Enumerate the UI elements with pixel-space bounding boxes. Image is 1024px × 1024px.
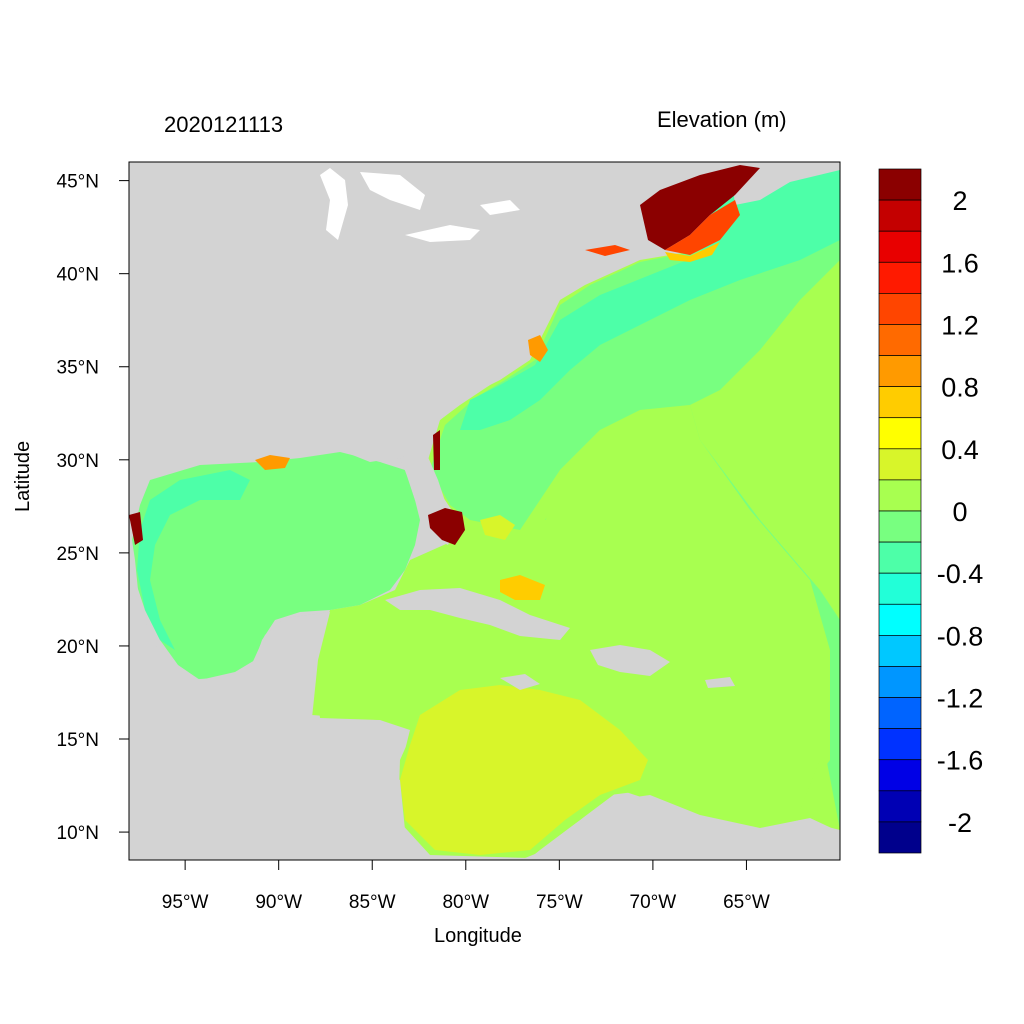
colorbar-swatch bbox=[878, 230, 922, 263]
colorbar-label: 0 bbox=[952, 497, 967, 527]
new-england-surge-mid bbox=[665, 200, 740, 255]
variable-label: Elevation (m) bbox=[657, 107, 787, 132]
colorbar-swatch bbox=[878, 355, 922, 387]
colorbar-swatch bbox=[878, 199, 922, 232]
gulf-of-mexico bbox=[132, 452, 420, 680]
y-tick-label: 15°N bbox=[57, 730, 99, 751]
y-tick-label: 20°N bbox=[57, 637, 99, 658]
x-tick-label: 75°W bbox=[536, 892, 583, 913]
y-axis-ticks: 10°N 15°N 20°N 25°N 30°N 35°N 40°N 45°N bbox=[57, 172, 129, 844]
colorbar-swatch bbox=[878, 448, 922, 481]
colorbar-swatch bbox=[878, 479, 922, 512]
y-tick-label: 40°N bbox=[57, 265, 99, 286]
colorbar-swatch bbox=[878, 666, 922, 698]
plot-frame bbox=[128, 161, 841, 861]
colorbar-label: 0.8 bbox=[941, 373, 979, 403]
colorbar-swatch bbox=[878, 790, 922, 823]
x-tick-label: 65°W bbox=[723, 892, 770, 913]
gulf-stream-band bbox=[460, 165, 840, 430]
puerto-rico-island bbox=[705, 677, 735, 688]
long-island-surge bbox=[585, 245, 630, 256]
colorbar-label: 2 bbox=[952, 186, 967, 216]
gulf-inner-shelf bbox=[137, 470, 250, 650]
colombian-basin bbox=[400, 685, 648, 855]
colorbar-label: -0.8 bbox=[937, 621, 984, 651]
colorbar-swatch bbox=[878, 261, 922, 294]
colorbar-swatch bbox=[878, 417, 922, 450]
y-tick-label: 35°N bbox=[57, 358, 99, 379]
colorbar: 2 1.6 1.2 0.8 0.4 0 -0.4 -0.8 -1.2 -1.6 -2 bbox=[878, 168, 984, 854]
x-tick-label: 70°W bbox=[630, 892, 677, 913]
colorbar-label: -0.4 bbox=[937, 559, 984, 589]
colorbar-swatch bbox=[878, 821, 922, 854]
x-tick-label: 95°W bbox=[162, 892, 209, 913]
timestamp-label: 2020121113 bbox=[164, 112, 284, 137]
gulf-coast-surge bbox=[255, 455, 290, 470]
colorbar-label: -1.2 bbox=[937, 684, 984, 714]
y-tick-label: 25°N bbox=[57, 544, 99, 565]
x-axis-title: Longitude bbox=[434, 925, 522, 947]
colorbar-label: 1.6 bbox=[941, 248, 979, 278]
y-tick-label: 10°N bbox=[57, 823, 99, 844]
new-england-surge-high bbox=[640, 165, 760, 250]
great-lakes bbox=[320, 168, 520, 242]
cuba-island bbox=[385, 588, 570, 640]
colorbar-swatch bbox=[878, 635, 922, 667]
mexico-land bbox=[129, 520, 425, 858]
x-tick-label: 90°W bbox=[255, 892, 302, 913]
colorbar-label: -1.6 bbox=[937, 746, 984, 776]
colorbar-swatch bbox=[878, 572, 922, 605]
texas-coast-surge bbox=[129, 512, 143, 545]
bahamas-surge bbox=[500, 575, 545, 600]
colorbar-swatch bbox=[878, 728, 922, 761]
x-tick-label: 80°W bbox=[442, 892, 489, 913]
x-axis-ticks: 95°W 90°W 85°W 80°W 75°W 70°W 65°W bbox=[162, 860, 770, 913]
us-land bbox=[129, 162, 640, 520]
x-tick-label: 85°W bbox=[349, 892, 396, 913]
nova-scotia-land bbox=[730, 162, 840, 205]
y-tick-label: 45°N bbox=[57, 172, 99, 193]
colorbar-swatch bbox=[878, 293, 922, 325]
colorbar-swatch bbox=[878, 541, 922, 574]
colorbar-swatch bbox=[878, 386, 922, 419]
colorbar-swatch bbox=[878, 510, 922, 543]
south-america-land bbox=[520, 795, 840, 860]
new-england-surge-low bbox=[665, 242, 720, 262]
hispaniola-island bbox=[590, 645, 670, 676]
colorbar-swatch bbox=[878, 603, 922, 636]
chesapeake-surge bbox=[528, 335, 548, 362]
south-florida-surge bbox=[428, 508, 465, 545]
colorbar-label: -2 bbox=[948, 808, 972, 838]
colorbar-swatch bbox=[878, 324, 922, 356]
y-tick-label: 30°N bbox=[57, 451, 99, 472]
jamaica-island bbox=[500, 674, 540, 690]
colorbar-swatch bbox=[878, 697, 922, 729]
colorbar-label: 1.2 bbox=[941, 310, 979, 340]
colorbar-label: 0.4 bbox=[941, 435, 979, 465]
colorbar-swatch bbox=[878, 168, 922, 201]
map-plot-area bbox=[129, 162, 840, 860]
colorbar-swatch bbox=[878, 759, 922, 792]
atlantic-coast-edge bbox=[433, 430, 440, 470]
bahamas-banks bbox=[480, 515, 515, 540]
